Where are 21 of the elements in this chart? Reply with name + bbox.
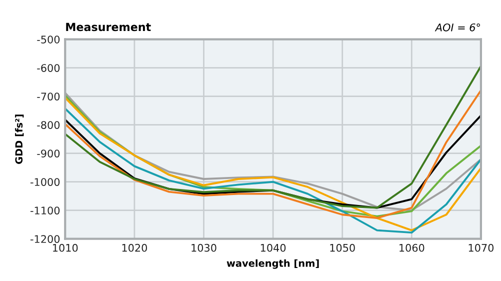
x-tick-label: 1060 <box>400 244 424 252</box>
y-tick-label: -900 <box>37 150 60 158</box>
line-series <box>65 65 481 209</box>
x-axis-title: wavelength [nm] <box>226 259 319 269</box>
y-tick-label: -600 <box>37 64 60 72</box>
x-tick-label: 1040 <box>260 244 286 252</box>
line-series <box>65 114 481 209</box>
x-tick-label: 1020 <box>122 244 147 252</box>
x-tick-label: 1010 <box>53 244 78 252</box>
chart-title: Measurement <box>66 22 151 32</box>
x-tick-label: 1070 <box>468 244 494 252</box>
y-tick-label: -1100 <box>30 206 60 214</box>
y-tick-label: -1000 <box>30 178 60 186</box>
x-tick-label: 1050 <box>330 244 355 252</box>
y-tick-label: -1200 <box>30 235 60 243</box>
y-tick-label: -700 <box>37 92 60 100</box>
y-tick-label: -800 <box>37 121 60 129</box>
text: AOI = 6° <box>434 23 480 32</box>
y-axis-title: GDD [fs²] <box>15 114 24 164</box>
y-tick-label: -500 <box>37 36 60 44</box>
x-tick-label: 1030 <box>192 244 216 252</box>
